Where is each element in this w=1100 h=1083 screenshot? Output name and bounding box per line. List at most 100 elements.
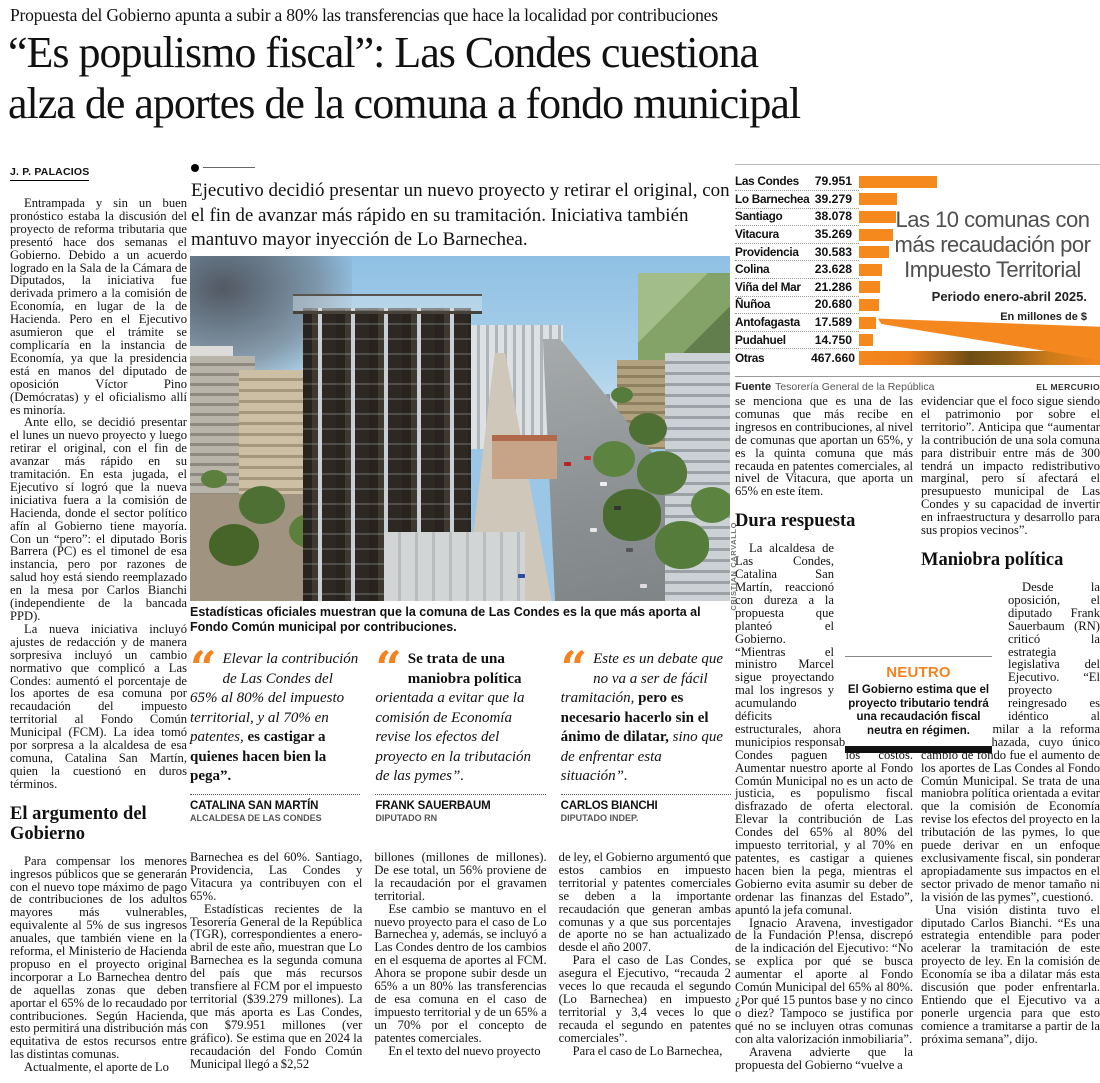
aerial-photo (190, 256, 730, 601)
paragraph: La nueva iniciativa incluyó ajustes de r… (10, 621, 187, 791)
paragraph-text: La alcaldesa de Las Condes, Catalina San… (735, 541, 913, 917)
chart-source: Fuente Tesorería General de la República (735, 381, 934, 393)
paragraph: Para el caso de Lo Barnechea, (572, 1043, 723, 1058)
chart-title-line: más recaudación por (894, 232, 1091, 257)
chart-bar (859, 316, 876, 329)
paragraph: Una visión distinta tuvo el diputado Car… (921, 902, 1100, 1046)
headline-line1: “Es populismo fiscal”: Las Condes cuesti… (8, 28, 759, 77)
column-2: Barnechea es del 60%. Santiago, Providen… (190, 851, 362, 1070)
chart-bar (859, 228, 893, 241)
chart-value: 23.628 (814, 262, 852, 277)
quote-icon: “ (375, 641, 402, 695)
chart-value: 21.286 (814, 279, 852, 294)
chart-bar (859, 246, 889, 259)
quote-part: pero es necesario hacerlo sin el ánimo d… (560, 690, 709, 745)
chart-row: Santiago 38.078 (735, 208, 1100, 227)
chart-title-line: Las 10 comunas con (895, 207, 1090, 232)
pull-quotes: “ Elevar la contribución de Las Condes de… (190, 641, 731, 823)
paragraph: Aravena advierte que la propuesta del Go… (735, 1044, 913, 1072)
chart-row: Colina 23.628 (735, 261, 1100, 280)
chart-value: 38.078 (814, 209, 852, 224)
quote-author-role: DIPUTADO RN (375, 812, 438, 823)
paragraph: Ignacio Aravena, investigador de la Fund… (735, 915, 913, 1046)
chart-title-line: Impuesto Territorial (904, 257, 1081, 282)
headline: “Es populismo fiscal”: Las Condes cuesti… (8, 27, 1096, 129)
neutro-title: NEUTRO (886, 664, 951, 681)
paragraph: Actualmente, el aporte de Lo (24, 1060, 169, 1075)
chart-category: Las Condes (735, 174, 799, 189)
chart-category: Colina (735, 262, 770, 277)
pull-quote-2: “Se trata de una maniobra política orien… (375, 641, 546, 823)
bottom-columns: Barnechea es del 60%. Santiago, Providen… (190, 851, 731, 1070)
column-4: de ley, el Gobierno argumentó que estos … (559, 851, 731, 1070)
chart-category: Providencia (735, 244, 799, 259)
photo-trees (611, 387, 634, 404)
paragraph: Para compensar los menores ingresos públ… (10, 853, 187, 1062)
photo-trees (200, 469, 227, 488)
chart-category: Lo Barnechea (735, 191, 810, 206)
chart-row: Antofagasta 17.589 (735, 314, 1100, 332)
chart-category: Antofagasta (735, 315, 800, 330)
photo-green-roof-building (638, 273, 730, 360)
paragraph: billones (millones de millones). De ese … (374, 850, 547, 903)
paragraph: En el texto del nuevo proyecto (388, 1043, 541, 1058)
kicker: Propuesta del Gobierno apunta a subir a … (10, 5, 718, 25)
quote-icon: “ (560, 641, 588, 695)
quote-author: CATALINA SAN MARTÍN (190, 799, 319, 812)
chart-bar-otras (859, 350, 1100, 365)
quote-part: Elevar la contribución de Las Condes del… (190, 651, 359, 745)
dotted-rule (190, 793, 361, 795)
chart-category: Vitacura (735, 227, 779, 242)
chart-unit-label: En millones de $ (1000, 311, 1087, 323)
byline: J. P. PALACIOS (10, 166, 90, 181)
chart-category: Viña del Mar (735, 279, 801, 294)
chart-subtitle: Periodo enero-abril 2025. (931, 289, 1087, 304)
chart-bar (859, 263, 882, 276)
lede-text: Ejecutivo decidió presentar un nuevo pro… (191, 180, 730, 250)
chart-value: 14.750 (814, 332, 852, 347)
chart-title: Las 10 comunas con más recaudación por Imp… (885, 207, 1100, 282)
chart-bar (859, 193, 897, 206)
paragraph: Ese cambio se mantuvo en el nuevo proyec… (374, 901, 547, 1045)
bar-chart: Las Condes 79.951 Lo Barnechea 39.279 Sant… (735, 164, 1100, 393)
chart-bar (859, 175, 937, 188)
chart-row: Lo Barnechea 39.279 (735, 191, 1100, 209)
photo-cars (584, 456, 592, 461)
quote-author-role: ALCALDESA DE LAS CONDES (190, 812, 322, 823)
chart-category: Pudahuel (735, 332, 786, 347)
column-1: J. P. PALACIOS Entrampada y sin un buen … (10, 162, 187, 1074)
neutro-text: El Gobierno estima que el proyecto tribu… (847, 684, 990, 737)
quote-part: sino que de enfrentar esta situación”. (560, 729, 724, 784)
photo-roof-deck (292, 293, 482, 315)
photo-building (665, 352, 730, 601)
quote-text: “Este es un debate que no va a ser de fá… (560, 641, 731, 787)
chart-value: 79.951 (814, 174, 852, 189)
chart-bar (859, 334, 873, 347)
lede-bullet-rule (191, 163, 731, 173)
photo-house (492, 435, 558, 480)
column-3: billones (millones de millones). De ese … (374, 851, 546, 1070)
paragraph: de ley, el Gobierno argumentó que estos … (558, 850, 731, 955)
chart-bar (859, 298, 879, 311)
pull-quote-3: “Este es un debate que no va a ser de fá… (560, 641, 731, 823)
paragraph: se menciona que es una de las comunas qu… (735, 394, 913, 499)
quote-author: CARLOS BIANCHI (560, 799, 658, 812)
chart-value: 39.279 (814, 191, 852, 206)
quote-text: “Elevar la contribución de Las Condes de… (190, 645, 360, 787)
chart-value: 20.680 (814, 297, 852, 312)
subhead-maniobra-politica: Maniobra política (921, 549, 1064, 570)
rule (203, 167, 255, 168)
chart-row-otras: Otras 467.660 (735, 349, 1100, 367)
dotted-rule (560, 793, 731, 795)
paragraph: Estadísticas recientes de la Tesorería G… (190, 901, 363, 1071)
paragraph: Barnechea es del 60%. Santiago, Providen… (190, 850, 363, 903)
chart-row: Las Condes 79.951 (735, 173, 1100, 192)
photo-podium (384, 532, 525, 601)
chart-row: Pudahuel 14.750 (735, 331, 1100, 350)
chart-row: Vitacura 35.269 (735, 226, 1100, 244)
quote-part: es castigar a quienes hacen bien la pega… (190, 729, 327, 784)
quote-part: Este es un debate que no va a ser de fác… (560, 651, 724, 706)
chart-row: Ñuñoa 20.680 (735, 296, 1100, 315)
chart-value: 17.589 (814, 315, 852, 330)
